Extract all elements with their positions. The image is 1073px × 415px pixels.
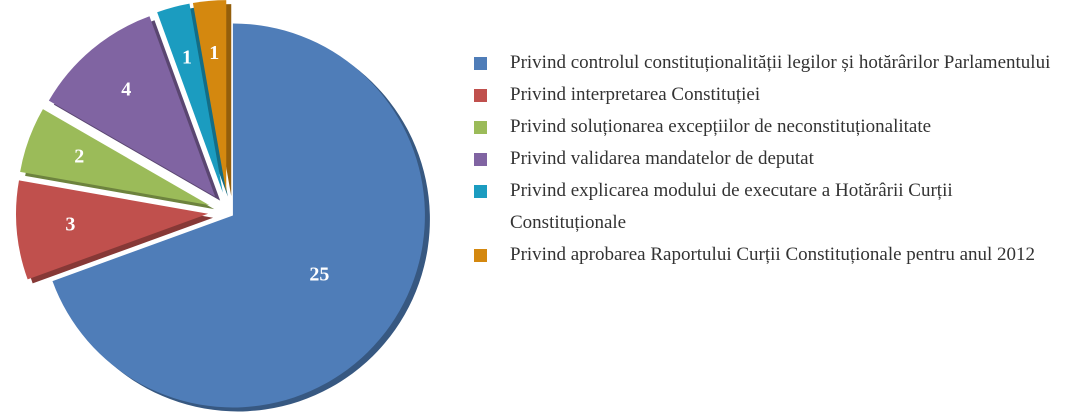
legend-text: Privind soluționarea excepțiilor de neco… — [510, 116, 932, 137]
legend-text: Privind explicarea modului de executare … — [510, 180, 953, 233]
legend-swatch — [474, 153, 487, 166]
legend-text: Privind interpretarea Constituției — [510, 84, 761, 105]
slice — [20, 109, 210, 206]
legend-text: Privind validarea mandatelor de deputat — [510, 148, 814, 169]
slice — [52, 23, 425, 408]
slice — [48, 16, 216, 197]
data-label: 2 — [74, 145, 84, 167]
data-label: 1 — [209, 42, 219, 64]
slice — [192, 0, 227, 193]
legend-swatch — [474, 57, 487, 70]
data-label: 1 — [182, 47, 192, 69]
data-label: 3 — [65, 213, 75, 235]
legend-item: Privind explicarea modului de executare … — [474, 175, 1064, 239]
legend-text: Privind aprobarea Raportului Curții Cons… — [510, 244, 1036, 265]
slice — [16, 180, 209, 280]
data-label: 25 — [309, 264, 329, 286]
legend-swatch — [474, 89, 487, 102]
legend-swatch — [474, 185, 487, 198]
chart: 25 3 2 4 1 1 — [16, 0, 430, 412]
legend-item: Privind aprobarea Raportului Curții Cons… — [474, 239, 1064, 271]
legend-item: Privind validarea mandatelor de deputat — [474, 143, 1064, 175]
legend: Privind controlul constituționalității l… — [474, 47, 1064, 271]
legend-item: Privind soluționarea excepțiilor de neco… — [474, 111, 1064, 143]
data-label: 4 — [121, 78, 131, 100]
legend-item: Privind interpretarea Constituției — [474, 79, 1064, 111]
legend-swatch — [474, 249, 487, 262]
legend-text: Privind controlul constituționalității l… — [510, 52, 1051, 73]
legend-item: Privind controlul constituționalității l… — [474, 47, 1064, 79]
legend-swatch — [474, 121, 487, 134]
slice — [157, 3, 223, 193]
